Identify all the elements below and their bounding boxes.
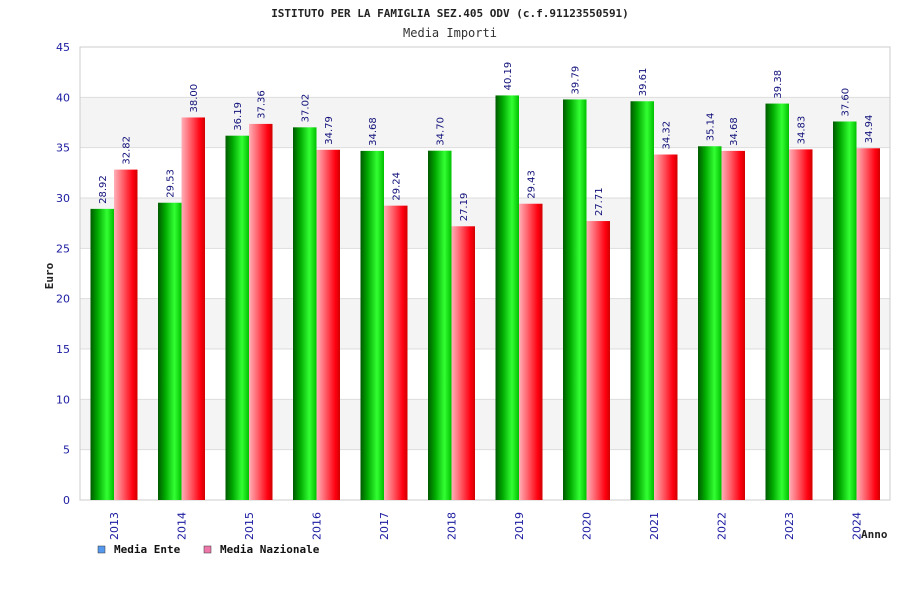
- bar-media-ente-2018: [428, 150, 452, 501]
- legend-label-media-ente: Media Ente: [114, 543, 181, 556]
- x-tick-label-2013: 2013: [108, 512, 121, 540]
- bar-media-ente-2023: [765, 103, 789, 500]
- value-label-media-ente-2022: 35.14: [706, 113, 717, 142]
- value-label-media-ente-2016: 37.02: [301, 94, 312, 123]
- background-band: [80, 298, 890, 349]
- bar-media-nazionale-2019: [519, 203, 543, 500]
- value-label-media-nazionale-2013: 32.82: [122, 136, 133, 165]
- x-tick-label-2015: 2015: [243, 512, 256, 540]
- x-tick-label-2017: 2017: [378, 512, 391, 540]
- x-tick-label-2018: 2018: [446, 512, 459, 540]
- y-tick-label: 0: [63, 494, 70, 507]
- value-label-media-ente-2020: 39.79: [571, 66, 582, 95]
- bar-media-nazionale-2021: [654, 154, 678, 500]
- bar-media-nazionale-2018: [451, 226, 475, 500]
- x-axis-title: Anno: [861, 528, 888, 541]
- y-tick-label: 25: [56, 242, 70, 255]
- value-label-media-ente-2015: 36.19: [233, 102, 244, 131]
- background-band: [80, 97, 890, 148]
- x-tick-label-2019: 2019: [513, 512, 526, 540]
- chart-subtitle: Media Importi: [403, 26, 497, 40]
- legend-label-media-nazionale: Media Nazionale: [220, 543, 320, 556]
- value-label-media-nazionale-2024: 34.94: [864, 115, 875, 144]
- x-tick-label-2023: 2023: [783, 512, 796, 540]
- x-axis-ticks: 2013 2014 2015 2016 2017 2018 2019 2020 2021 2022…: [108, 512, 864, 540]
- y-tick-label: 20: [56, 293, 70, 306]
- y-axis-ticks: 0 5 10 15 20 25 30 35 40 45: [56, 41, 70, 507]
- bar-media-ente-2017: [360, 150, 384, 500]
- background-band: [80, 399, 890, 450]
- x-tick-label-2020: 2020: [581, 512, 594, 540]
- value-label-media-nazionale-2020: 27.71: [594, 187, 605, 216]
- y-tick-label: 10: [56, 393, 70, 406]
- bar-media-nazionale-2024: [856, 148, 880, 500]
- x-tick-label-2021: 2021: [648, 512, 661, 540]
- bar-media-ente-2024: [833, 121, 857, 500]
- bar-media-ente-2014: [158, 202, 182, 501]
- value-label-media-ente-2024: 37.60: [841, 88, 852, 117]
- x-tick-label-2024: 2024: [851, 512, 864, 540]
- value-label-media-nazionale-2023: 34.83: [797, 116, 808, 145]
- y-tick-label: 15: [56, 343, 70, 356]
- bar-media-ente-2020: [563, 99, 587, 501]
- value-label-media-ente-2019: 40.19: [503, 62, 514, 91]
- bar-media-nazionale-2015: [249, 123, 273, 500]
- bar-media-ente-2022: [698, 146, 722, 501]
- bar-media-ente-2015: [225, 135, 249, 501]
- y-tick-label: 5: [63, 444, 70, 457]
- y-tick-label: 35: [56, 142, 70, 155]
- plot-background-bands: [80, 97, 890, 450]
- y-tick-label: 40: [56, 91, 70, 104]
- value-label-media-ente-2013: 28.92: [98, 175, 109, 204]
- bar-media-nazionale-2014: [181, 117, 205, 500]
- background-band: [80, 198, 890, 249]
- bar-media-nazionale-2017: [384, 205, 408, 500]
- x-tick-label-2022: 2022: [716, 512, 729, 540]
- value-labels: 28.92 32.82 29.53 38.00 36.19 37.36 37.02 34.79…: [98, 62, 875, 222]
- value-label-media-nazionale-2016: 34.79: [324, 116, 335, 145]
- bar-media-nazionale-2020: [586, 221, 610, 500]
- bar-media-nazionale-2013: [114, 169, 138, 500]
- bar-media-nazionale-2023: [789, 149, 813, 501]
- value-label-media-nazionale-2014: 38.00: [189, 84, 200, 113]
- value-label-media-nazionale-2021: 34.32: [662, 121, 673, 150]
- legend: Media Ente Media Nazionale: [97, 543, 320, 556]
- bar-media-nazionale-2016: [316, 149, 340, 500]
- bars: [90, 95, 880, 501]
- y-axis-title: Euro: [43, 262, 56, 289]
- value-label-media-nazionale-2017: 29.24: [392, 172, 403, 201]
- y-tick-label: 45: [56, 41, 70, 54]
- x-tick-label-2014: 2014: [176, 512, 189, 540]
- chart-title: ISTITUTO PER LA FAMIGLIA SEZ.405 ODV (c.…: [271, 7, 629, 20]
- y-tick-label: 30: [56, 192, 70, 205]
- value-label-media-ente-2021: 39.61: [638, 68, 649, 97]
- x-tick-label-2016: 2016: [311, 512, 324, 540]
- legend-swatch-media-ente: [97, 545, 106, 554]
- value-label-media-nazionale-2022: 34.68: [729, 117, 740, 146]
- bar-media-ente-2013: [90, 208, 114, 500]
- value-label-media-ente-2017: 34.68: [368, 117, 379, 146]
- bar-media-ente-2016: [293, 127, 317, 500]
- value-label-media-nazionale-2015: 37.36: [257, 90, 268, 119]
- value-label-media-ente-2018: 34.70: [436, 117, 447, 146]
- value-label-media-ente-2014: 29.53: [166, 169, 177, 198]
- value-label-media-nazionale-2019: 29.43: [527, 170, 538, 199]
- bar-media-ente-2019: [495, 95, 519, 501]
- legend-swatch-media-nazionale: [203, 545, 212, 554]
- bar-media-nazionale-2022: [721, 150, 745, 500]
- value-label-media-nazionale-2018: 27.19: [459, 193, 470, 222]
- bar-media-ente-2021: [630, 101, 654, 500]
- plot-frame: [79, 46, 891, 501]
- value-label-media-ente-2023: 39.38: [773, 70, 784, 99]
